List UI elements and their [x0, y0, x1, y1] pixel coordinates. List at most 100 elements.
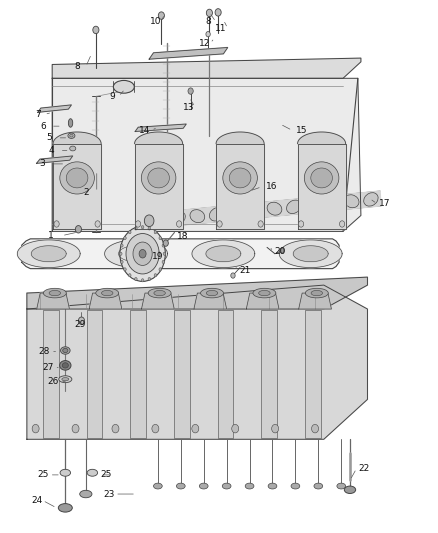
Polygon shape — [194, 293, 226, 309]
Ellipse shape — [68, 119, 73, 127]
Circle shape — [141, 279, 144, 282]
Polygon shape — [21, 239, 339, 269]
Ellipse shape — [311, 168, 332, 188]
Text: 1: 1 — [48, 231, 54, 240]
Circle shape — [217, 221, 222, 227]
Ellipse shape — [113, 80, 134, 93]
Polygon shape — [27, 277, 367, 309]
Circle shape — [148, 227, 151, 230]
Ellipse shape — [63, 471, 68, 474]
Text: 22: 22 — [358, 464, 370, 473]
Polygon shape — [246, 293, 279, 309]
Circle shape — [177, 221, 182, 227]
Ellipse shape — [60, 162, 95, 194]
Bar — [87, 310, 102, 438]
Ellipse shape — [59, 376, 72, 383]
Polygon shape — [279, 240, 342, 268]
Circle shape — [162, 244, 165, 247]
Ellipse shape — [63, 349, 68, 353]
Text: 17: 17 — [379, 199, 391, 208]
Ellipse shape — [248, 204, 262, 217]
Polygon shape — [297, 132, 346, 144]
Text: 27: 27 — [42, 363, 53, 372]
Ellipse shape — [267, 202, 282, 215]
Ellipse shape — [68, 133, 75, 139]
Circle shape — [192, 424, 199, 433]
Circle shape — [280, 248, 284, 253]
Circle shape — [206, 31, 210, 37]
Circle shape — [148, 277, 151, 280]
Ellipse shape — [364, 192, 378, 206]
Circle shape — [93, 26, 99, 34]
Circle shape — [124, 268, 126, 271]
Polygon shape — [134, 144, 183, 229]
Ellipse shape — [311, 290, 322, 296]
Ellipse shape — [259, 290, 270, 296]
Ellipse shape — [80, 490, 92, 498]
Circle shape — [134, 227, 137, 230]
Circle shape — [135, 221, 141, 227]
Ellipse shape — [344, 195, 359, 208]
Circle shape — [232, 424, 239, 433]
Circle shape — [128, 273, 131, 277]
Text: 23: 23 — [103, 489, 115, 498]
Ellipse shape — [152, 213, 166, 227]
Text: 9: 9 — [109, 92, 115, 101]
Circle shape — [163, 252, 166, 255]
Circle shape — [134, 277, 137, 280]
Polygon shape — [216, 144, 264, 229]
Bar — [261, 310, 277, 438]
Circle shape — [120, 252, 122, 255]
Circle shape — [231, 273, 235, 278]
Polygon shape — [216, 132, 264, 144]
Ellipse shape — [209, 207, 224, 221]
Ellipse shape — [286, 200, 301, 214]
Text: 25: 25 — [101, 471, 112, 479]
Ellipse shape — [229, 206, 243, 219]
Polygon shape — [31, 246, 66, 262]
Text: 4: 4 — [48, 146, 54, 155]
Polygon shape — [149, 47, 228, 59]
Polygon shape — [36, 156, 73, 164]
Polygon shape — [148, 191, 381, 228]
Text: 29: 29 — [74, 320, 86, 329]
Polygon shape — [38, 105, 71, 112]
Ellipse shape — [306, 198, 321, 212]
Polygon shape — [297, 144, 346, 229]
Ellipse shape — [148, 168, 170, 188]
Ellipse shape — [314, 483, 323, 489]
Ellipse shape — [102, 290, 113, 296]
Polygon shape — [119, 246, 153, 262]
Ellipse shape — [145, 215, 154, 227]
Ellipse shape — [206, 290, 218, 296]
Polygon shape — [53, 132, 101, 144]
Polygon shape — [89, 293, 122, 309]
Text: 11: 11 — [215, 24, 227, 33]
Polygon shape — [37, 293, 70, 309]
Ellipse shape — [171, 211, 185, 225]
Text: 12: 12 — [199, 39, 211, 48]
Ellipse shape — [70, 146, 76, 151]
Text: 18: 18 — [177, 232, 189, 241]
Ellipse shape — [337, 483, 346, 489]
Text: 3: 3 — [39, 159, 45, 168]
Text: 14: 14 — [139, 126, 151, 135]
Ellipse shape — [305, 288, 328, 298]
Ellipse shape — [190, 209, 205, 223]
Ellipse shape — [141, 162, 176, 194]
Polygon shape — [206, 246, 241, 262]
Polygon shape — [52, 58, 361, 78]
Polygon shape — [27, 285, 367, 439]
Ellipse shape — [70, 134, 73, 137]
Ellipse shape — [62, 377, 69, 381]
Ellipse shape — [153, 483, 162, 489]
Circle shape — [72, 424, 79, 433]
Ellipse shape — [201, 288, 223, 298]
Text: 24: 24 — [31, 496, 42, 505]
Circle shape — [78, 317, 85, 325]
Circle shape — [141, 225, 144, 229]
Ellipse shape — [199, 483, 208, 489]
Text: 25: 25 — [38, 471, 49, 479]
Polygon shape — [299, 293, 332, 309]
Ellipse shape — [62, 363, 68, 368]
